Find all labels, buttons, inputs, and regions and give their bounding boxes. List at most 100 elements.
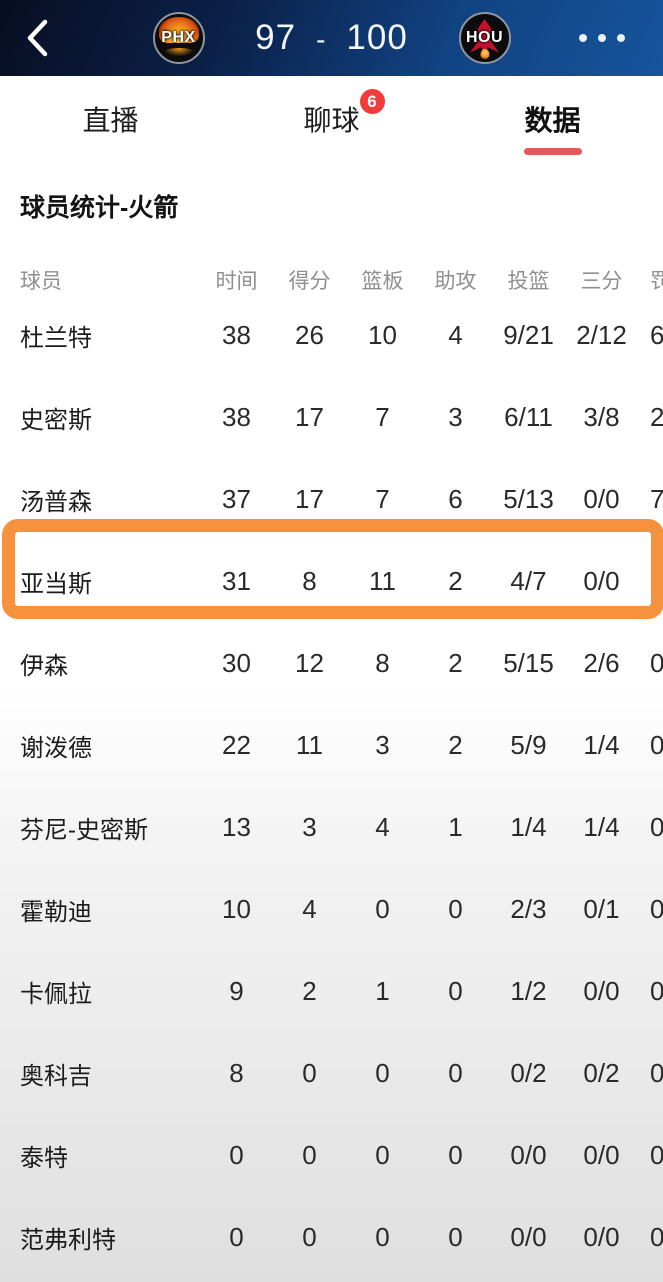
player-name: 芬尼-史密斯 [20,816,148,844]
stat-3pt: 2/6 [583,647,620,678]
stat-assists: 0 [448,1221,463,1252]
stat-minutes: 13 [222,811,251,842]
table-row: 谢泼德 22 11 3 2 5/9 1/4 0 [0,704,663,786]
col-minutes: 时间 [215,270,258,293]
col-fg: 投篮 [507,270,550,293]
stat-minutes: 0 [229,1221,244,1252]
table-row: 史密斯 38 17 7 3 6/11 3/8 2 [0,376,663,458]
stat-ft-clipped: 0 [650,893,663,924]
stat-rebounds: 4 [375,811,390,842]
col-rebounds: 篮板 [361,270,404,293]
col-ft-clipped: 罚球 [650,270,663,293]
section-title: 球员统计-火箭 [20,194,179,222]
stat-assists: 1 [448,811,463,842]
player-name: 伊森 [20,652,68,680]
stat-rebounds: 7 [375,483,390,514]
more-menu-button[interactable] [579,24,625,52]
stat-points: 17 [295,483,324,514]
stat-assists: 2 [448,729,463,760]
stat-points: 0 [302,1221,317,1252]
stat-minutes: 30 [222,647,251,678]
stat-fg: 0/0 [510,1221,547,1252]
stat-fg: 1/2 [510,975,547,1006]
col-points: 得分 [288,270,331,293]
player-name: 奥科吉 [20,1062,92,1090]
stat-rebounds: 7 [375,401,390,432]
stat-rebounds: 10 [368,319,397,350]
stat-fg: 6/11 [504,401,553,432]
player-name: 杜兰特 [20,324,92,352]
table-row: 奥科吉 8 0 0 0 0/2 0/2 0 [0,1032,663,1114]
player-name: 史密斯 [20,406,92,434]
stat-rebounds: 0 [375,1139,390,1170]
score-divider: - [316,24,327,55]
stat-3pt: 1/4 [583,729,620,760]
stat-3pt: 0/0 [583,565,620,596]
table-row: 杜兰特 38 26 10 4 9/21 2/12 6 [0,294,663,376]
stat-points: 0 [302,1057,317,1088]
stat-points: 2 [302,975,317,1006]
tab-data[interactable]: 数据 [442,76,663,162]
back-button[interactable] [22,16,52,60]
stat-minutes: 9 [229,975,244,1006]
table-row: 霍勒迪 10 4 0 0 2/3 0/1 0 [0,868,663,950]
stat-fg: 5/13 [503,483,554,514]
stat-3pt: 2/12 [576,319,627,350]
stat-fg: 1/4 [510,811,547,842]
stat-rebounds: 8 [375,647,390,678]
stat-3pt: 0/0 [583,1139,620,1170]
stat-assists: 0 [448,893,463,924]
col-assists: 助攻 [434,270,477,293]
stat-minutes: 31 [222,565,251,596]
ellipsis-icon [598,34,606,42]
stat-fg: 5/9 [510,729,547,760]
table-row: 泰特 0 0 0 0 0/0 0/0 0 [0,1114,663,1196]
stat-ft-clipped: 0 [650,647,663,678]
stat-ft-clipped: 0 [650,1139,663,1170]
stat-3pt: 3/8 [583,401,620,432]
stat-assists: 0 [448,975,463,1006]
stat-3pt: 1/4 [583,811,620,842]
match-header: PHX 97 - 100 HOU [0,0,663,76]
stat-3pt: 0/0 [583,975,620,1006]
stat-ft-clipped: 7 [650,483,663,514]
stat-points: 26 [295,319,324,350]
home-score: 97 [255,18,297,57]
stat-minutes: 10 [222,893,251,924]
stats-panel: 球员统计-火箭 球员 时间 得分 篮板 助攻 投篮 三分 罚球 杜兰特 38 2… [0,162,663,1282]
col-player: 球员 [20,270,62,293]
player-stats-table: 球员 时间 得分 篮板 助攻 投篮 三分 罚球 杜兰特 38 26 10 4 9… [0,266,663,1278]
table-row-highlighted: 亚当斯 31 8 11 2 4/7 0/0 [0,540,663,622]
stat-minutes: 38 [222,319,251,350]
stat-ft-clipped: 0 [650,811,663,842]
stat-fg: 2/3 [510,893,547,924]
stat-minutes: 37 [222,483,251,514]
stat-3pt: 0/2 [583,1057,620,1088]
stat-assists: 2 [448,565,463,596]
player-name: 范弗利特 [20,1226,116,1254]
stat-ft-clipped: 0 [650,975,663,1006]
tab-chat[interactable]: 聊球 6 [221,76,442,162]
stat-ft-clipped: 6 [650,319,663,350]
stat-minutes: 8 [229,1057,244,1088]
stat-fg: 0/2 [510,1057,547,1088]
chevron-left-icon [27,19,48,57]
stat-rebounds: 0 [375,1057,390,1088]
player-name: 卡佩拉 [20,980,92,1008]
ellipsis-icon [617,34,625,42]
stat-rebounds: 0 [375,1221,390,1252]
ellipsis-icon [579,34,587,42]
stat-3pt: 0/1 [583,893,620,924]
stat-rebounds: 3 [375,729,390,760]
col-3pt: 三分 [580,270,623,293]
table-row: 芬尼-史密斯 13 3 4 1 1/4 1/4 0 [0,786,663,868]
player-name: 谢泼德 [20,734,92,762]
hou-abbr: HOU [465,29,504,46]
tab-live[interactable]: 直播 [0,76,221,162]
tab-data-label: 数据 [524,105,581,136]
stat-minutes: 38 [222,401,251,432]
stat-points: 3 [302,811,317,842]
phx-team-logo: PHX [152,12,205,64]
match-score: 97 - 100 [241,18,423,58]
